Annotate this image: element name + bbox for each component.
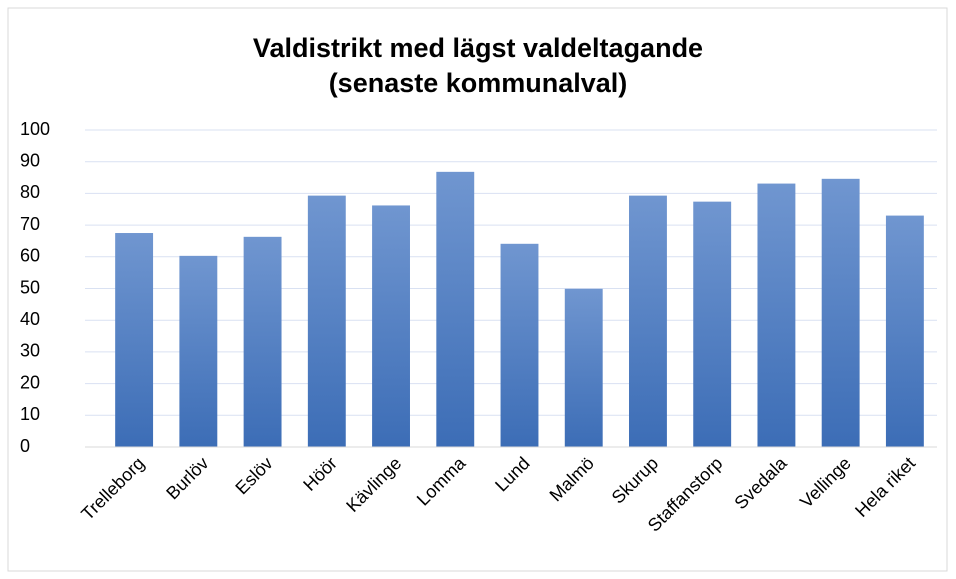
- bar: [243, 236, 282, 447]
- bar: [436, 171, 475, 447]
- bar: [179, 255, 218, 447]
- y-tick-label: 30: [20, 341, 40, 361]
- bar: [757, 183, 796, 447]
- chart-title: Valdistrikt med lägst valdeltagande: [253, 33, 703, 63]
- y-tick-label: 70: [20, 214, 40, 234]
- y-tick-label: 0: [20, 436, 30, 456]
- bar: [372, 205, 410, 447]
- y-tick-label: 90: [20, 150, 40, 170]
- bar: [885, 215, 924, 447]
- bar: [821, 178, 860, 447]
- chart-title: (senaste kommunalval): [329, 68, 628, 98]
- bar: [307, 195, 346, 447]
- bar: [500, 243, 539, 447]
- bar: [564, 288, 603, 447]
- y-tick-label: 40: [20, 309, 40, 329]
- y-tick-label: 100: [20, 119, 50, 139]
- bar: [115, 233, 154, 447]
- bar: [693, 201, 732, 447]
- bar: [629, 195, 667, 447]
- y-tick-label: 20: [20, 372, 40, 392]
- y-tick-label: 50: [20, 277, 40, 297]
- y-tick-label: 60: [20, 246, 40, 266]
- y-tick-label: 10: [20, 404, 40, 424]
- y-tick-label: 80: [20, 182, 40, 202]
